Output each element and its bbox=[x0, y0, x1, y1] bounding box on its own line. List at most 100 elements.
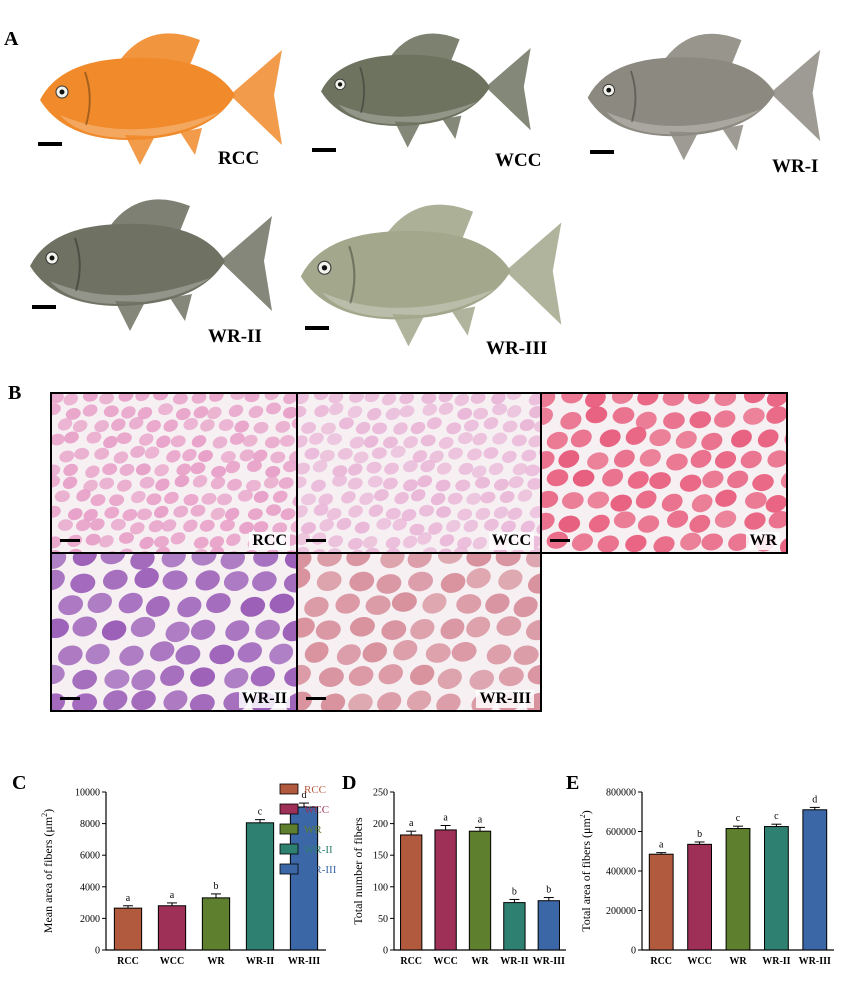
fish-photo bbox=[20, 186, 280, 336]
histology-tile: RCC bbox=[50, 392, 298, 554]
scale-bar bbox=[312, 148, 336, 152]
fish-label: WCC bbox=[495, 150, 542, 171]
y-tick-label: 4000 bbox=[80, 882, 100, 893]
histology-tile: WR-III bbox=[296, 552, 542, 712]
y-tick-label: 250 bbox=[373, 788, 388, 799]
x-tick-label: WR-III bbox=[288, 956, 320, 967]
fish-label: WR-II bbox=[208, 326, 262, 347]
x-tick-label: WR bbox=[207, 956, 225, 967]
y-axis-label: Mean area of fibers (μm2) bbox=[40, 809, 55, 933]
bar bbox=[687, 843, 713, 951]
fish-label: WR-I bbox=[772, 156, 819, 177]
scale-bar bbox=[305, 326, 329, 330]
fish-illustration bbox=[300, 204, 562, 347]
muscle-fiber-pattern bbox=[298, 394, 540, 552]
scale-bar bbox=[550, 539, 570, 542]
y-tick-label: 10000 bbox=[75, 788, 100, 799]
histology-label: WCC bbox=[488, 532, 534, 550]
y-tick-label: 0 bbox=[631, 946, 636, 957]
y-tick-label: 600000 bbox=[606, 827, 636, 838]
significance-label: d bbox=[812, 794, 817, 805]
fish-illustration bbox=[587, 33, 821, 161]
chart-total-number: 0 50 100 150 200 250 Total number of fibers a RC… bbox=[350, 780, 570, 980]
scale-bar bbox=[60, 697, 80, 700]
x-tick-label: WR-III bbox=[799, 956, 831, 967]
x-tick-label: WCC bbox=[433, 956, 457, 967]
significance-label: b bbox=[546, 885, 551, 896]
scale-bar bbox=[38, 142, 62, 146]
y-tick-label: 50 bbox=[378, 914, 388, 925]
bar bbox=[245, 822, 275, 951]
panel-label-a: A bbox=[4, 28, 19, 50]
histology-label: WR bbox=[746, 532, 780, 550]
bar bbox=[400, 834, 423, 951]
y-tick-label: 0 bbox=[95, 946, 100, 957]
y-axis-label: Total area of fibers (μm2) bbox=[580, 810, 593, 932]
panel-label-e: E bbox=[566, 772, 580, 794]
significance-label: c bbox=[736, 813, 741, 824]
fish-label: RCC bbox=[218, 148, 260, 169]
significance-label: b bbox=[214, 881, 219, 892]
significance-label: a bbox=[126, 893, 131, 904]
significance-label: b bbox=[697, 829, 702, 840]
y-tick-label: 150 bbox=[373, 851, 388, 862]
bar bbox=[802, 809, 828, 951]
significance-label: c bbox=[774, 811, 779, 822]
bar bbox=[725, 828, 751, 951]
x-tick-label: RCC bbox=[650, 956, 672, 967]
y-tick-label: 8000 bbox=[80, 819, 100, 830]
muscle-fiber-pattern bbox=[298, 554, 540, 710]
chart-total-area: 0 200000 400000 600000 800000 Total area of f… bbox=[580, 780, 842, 980]
fish-illustration bbox=[321, 33, 531, 148]
legend-swatch bbox=[279, 863, 299, 875]
muscle-fiber-pattern bbox=[542, 394, 786, 552]
significance-label: c bbox=[258, 807, 263, 818]
bar bbox=[113, 907, 143, 951]
significance-label: a bbox=[443, 812, 448, 823]
significance-label: a bbox=[170, 890, 175, 901]
legend-label: WR bbox=[304, 824, 322, 836]
fish-photo bbox=[300, 22, 550, 152]
legend-swatch bbox=[279, 843, 299, 855]
fish-illustration bbox=[40, 33, 282, 165]
scale-bar bbox=[306, 539, 326, 542]
bar bbox=[503, 902, 526, 951]
significance-label: a bbox=[478, 814, 483, 825]
legend-swatch bbox=[279, 803, 299, 815]
x-tick-label: WR bbox=[471, 956, 489, 967]
y-tick-label: 400000 bbox=[606, 867, 636, 878]
legend-swatch bbox=[279, 823, 299, 835]
y-tick-label: 2000 bbox=[80, 914, 100, 925]
x-tick-label: RCC bbox=[117, 956, 139, 967]
panel-label-b: B bbox=[8, 382, 22, 404]
x-tick-label: WCC bbox=[687, 956, 711, 967]
scale-bar bbox=[60, 539, 80, 542]
bar-chart-svg: 0 2000 4000 6000 8000 10000 Mean area of fiber… bbox=[40, 783, 337, 967]
x-tick-label: WR-II bbox=[762, 956, 790, 967]
histology-label: WR-II bbox=[238, 690, 290, 708]
bar-chart-svg: 0 50 100 150 200 250 Total number of fibers a RC… bbox=[351, 788, 566, 967]
panel-label-d: D bbox=[342, 772, 357, 794]
y-tick-label: 800000 bbox=[606, 788, 636, 799]
scale-bar bbox=[32, 305, 56, 309]
fish-label: WR-III bbox=[486, 338, 548, 359]
x-tick-label: WR bbox=[729, 956, 747, 967]
muscle-fiber-pattern bbox=[52, 554, 296, 710]
significance-label: d bbox=[302, 790, 307, 801]
y-tick-label: 200000 bbox=[606, 906, 636, 917]
legend-label: WCC bbox=[304, 804, 329, 816]
bar bbox=[763, 826, 789, 951]
panel-label-c: C bbox=[12, 772, 27, 794]
y-axis-label: Total number of fibers bbox=[351, 817, 365, 925]
y-tick-label: 6000 bbox=[80, 851, 100, 862]
bar bbox=[434, 829, 457, 951]
histology-tile: WR-II bbox=[50, 552, 298, 712]
x-tick-label: RCC bbox=[400, 956, 422, 967]
x-tick-label: WR-II bbox=[500, 956, 528, 967]
x-tick-label: WCC bbox=[160, 956, 184, 967]
legend-swatch bbox=[279, 783, 299, 795]
significance-label: a bbox=[409, 818, 414, 829]
legend-label: WR-II bbox=[304, 844, 333, 856]
histology-label: WR-III bbox=[476, 690, 534, 708]
bar bbox=[468, 830, 492, 951]
